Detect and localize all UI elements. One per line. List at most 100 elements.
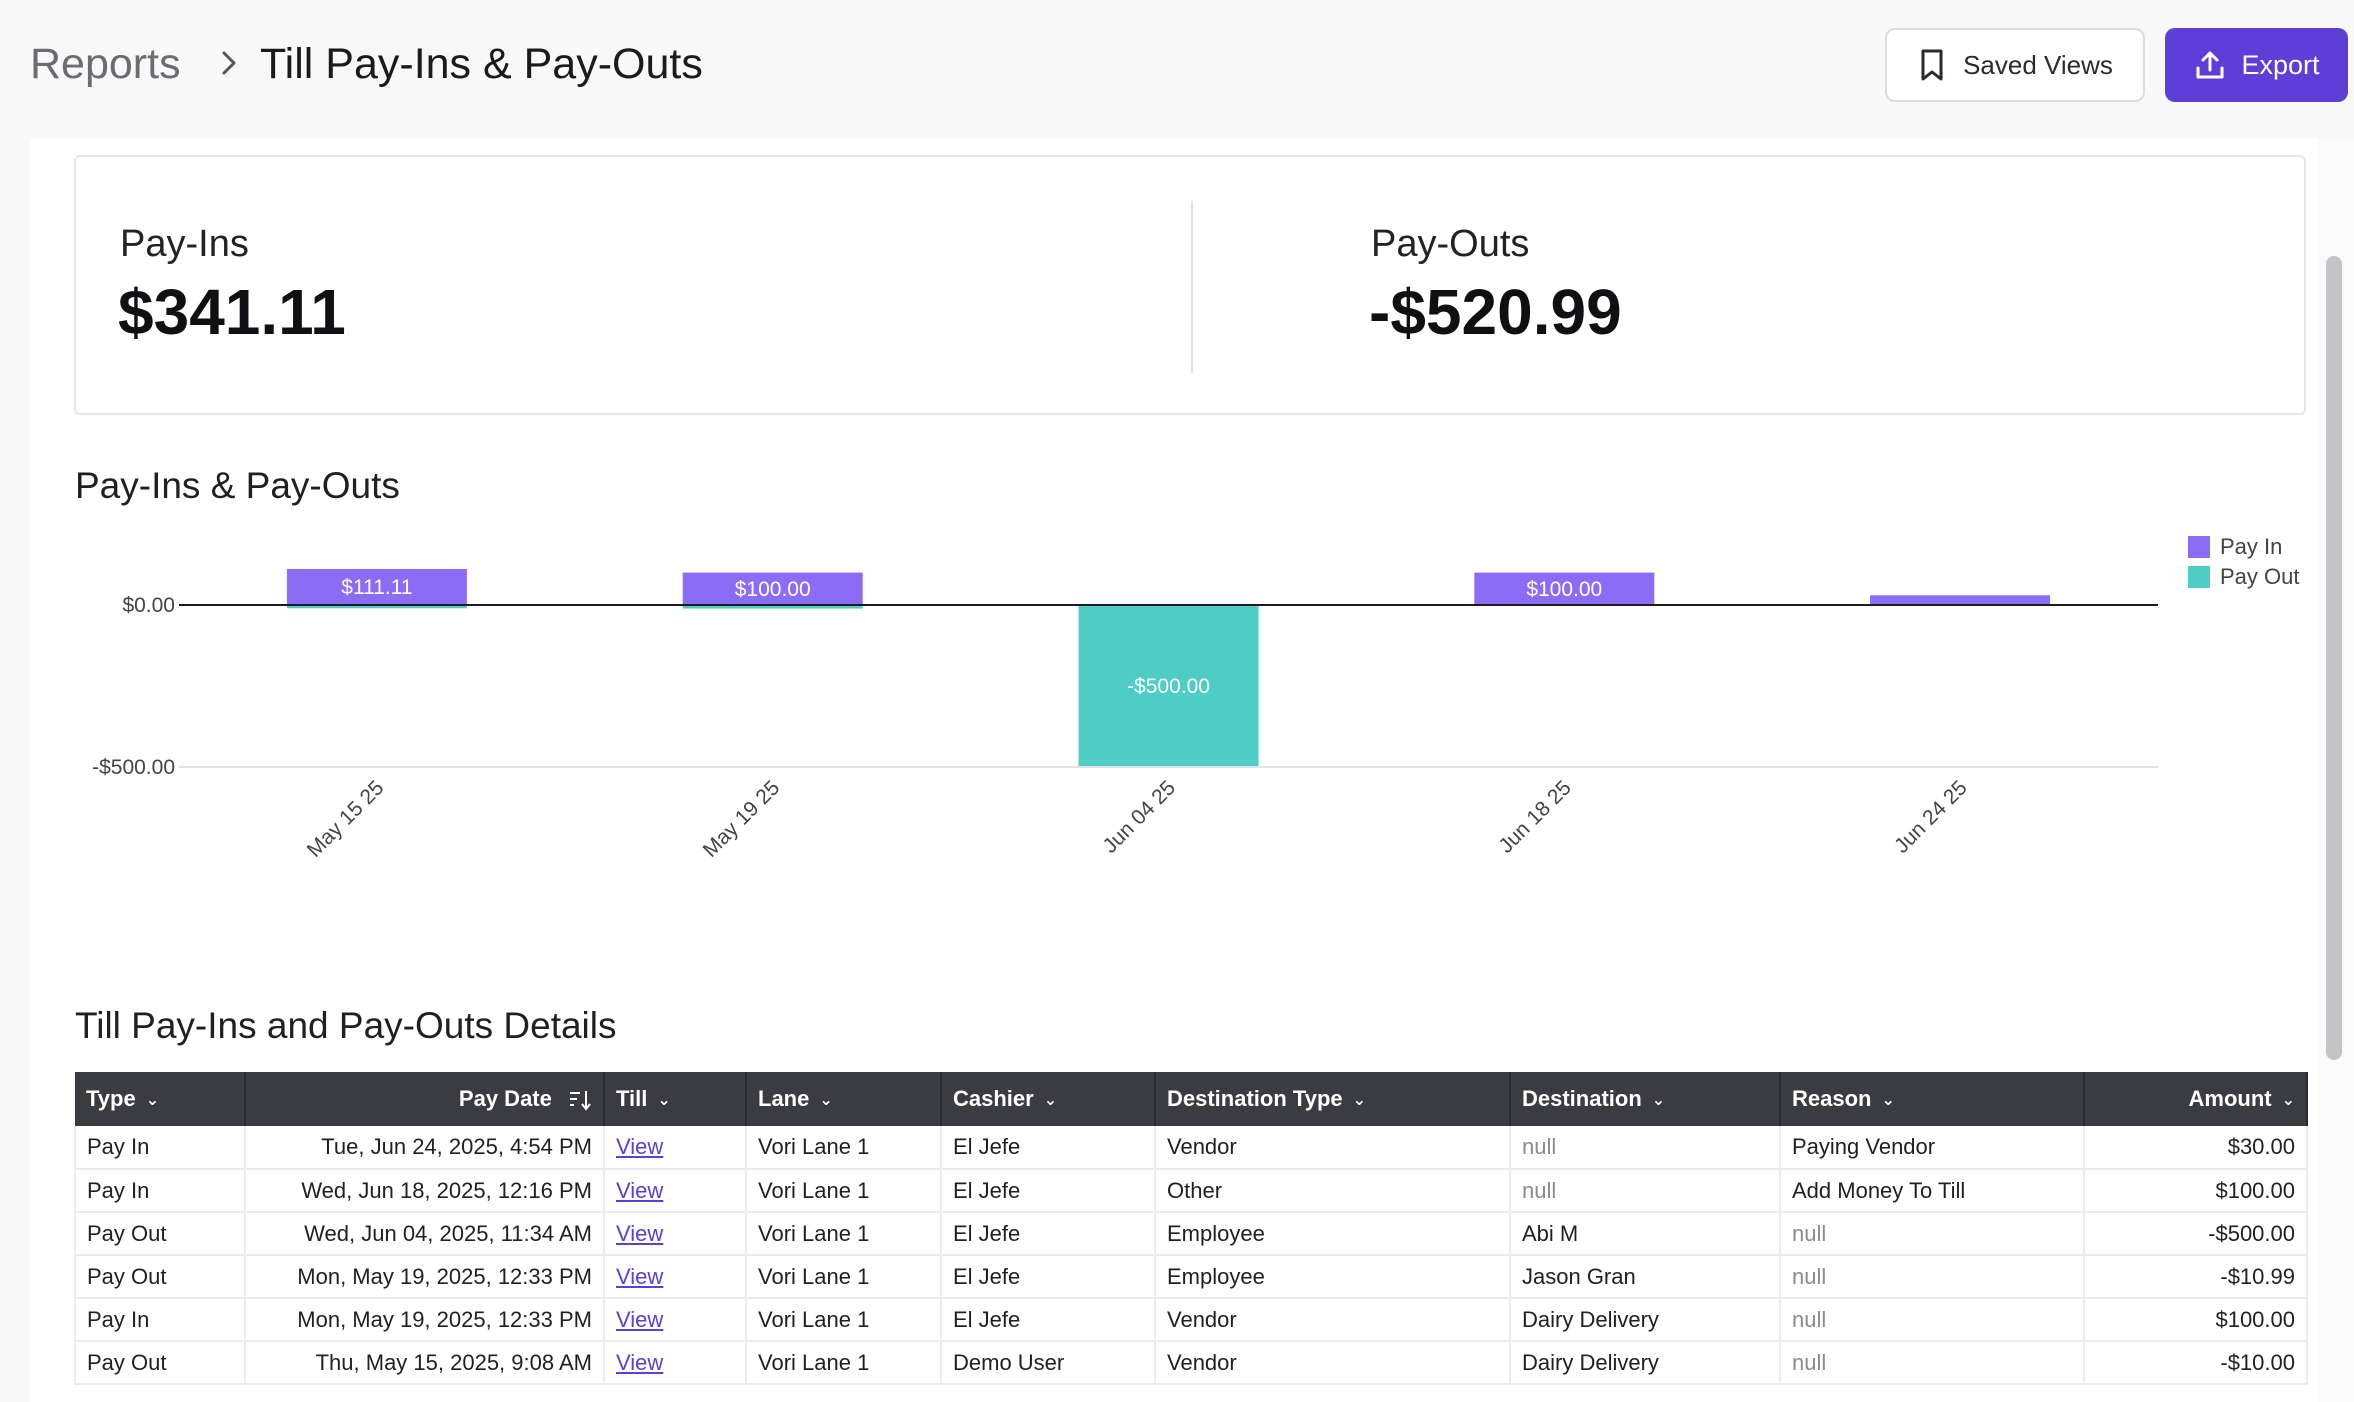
- legend-label-pay-out: Pay Out: [2220, 564, 2300, 589]
- pay-ins-label: Pay-Ins: [120, 223, 249, 265]
- type-cell: Pay Out: [75, 1212, 246, 1256]
- bar-data-label: $111.11: [341, 576, 412, 599]
- chevron-down-icon[interactable]: ⌄: [145, 1092, 160, 1110]
- chevron-down-icon[interactable]: ⌄: [1043, 1092, 1058, 1110]
- reason-cell: null: [1780, 1212, 2085, 1256]
- column-header-label: Cashier: [953, 1086, 1034, 1111]
- chevron-down-icon[interactable]: ⌄: [1651, 1092, 1666, 1110]
- pay-in-bar: [1474, 572, 1655, 605]
- table-row: Pay In Mon, May 19, 2025, 12:33 PM View Vor…: [75, 1298, 2308, 1342]
- table-row: Pay Out Mon, May 19, 2025, 12:33 PM View Vo…: [75, 1255, 2308, 1299]
- bar-data-label: -$500.00: [1127, 675, 1210, 698]
- amount-cell: $30.00: [2084, 1126, 2308, 1170]
- saved-views-button[interactable]: Saved Views: [1885, 28, 2145, 102]
- column-header-cashier[interactable]: Cashier ⌄: [941, 1072, 1156, 1126]
- view-till-link[interactable]: View: [616, 1220, 664, 1246]
- type-cell: Pay In: [75, 1126, 246, 1170]
- table-row: Pay Out Thu, May 15, 2025, 9:08 AM View Vor…: [75, 1341, 2308, 1385]
- cashier-cell: El Jefe: [941, 1255, 1156, 1299]
- chevron-down-icon[interactable]: ⌄: [1881, 1092, 1895, 1110]
- view-till-link[interactable]: View: [616, 1263, 664, 1289]
- amount-cell: -$10.99: [2084, 1255, 2308, 1299]
- destination-type-cell: Employee: [1155, 1255, 1511, 1299]
- pay-date-cell: Thu, May 15, 2025, 9:08 AM: [245, 1341, 605, 1385]
- type-cell: Pay In: [75, 1169, 246, 1213]
- column-header-label: Amount: [2188, 1086, 2272, 1111]
- column-header-label: Type: [86, 1086, 136, 1111]
- chart-title: Pay-Ins & Pay-Outs: [75, 465, 400, 506]
- chevron-right-icon: [222, 51, 236, 75]
- breadcrumb-reports[interactable]: Reports: [30, 40, 181, 88]
- scrollbar-thumb[interactable]: [2326, 256, 2342, 1060]
- column-header-till[interactable]: Till ⌄: [604, 1072, 747, 1126]
- view-till-link[interactable]: View: [616, 1134, 664, 1159]
- x-tick-label: May 19 25: [699, 776, 785, 862]
- chart-legend: Pay In Pay Out: [2188, 532, 2299, 592]
- cashier-cell: El Jefe: [941, 1126, 1156, 1170]
- destination-type-cell: Other: [1155, 1169, 1511, 1213]
- view-till-link[interactable]: View: [616, 1306, 664, 1332]
- column-header-label: Pay Date: [458, 1086, 552, 1111]
- cashier-cell: El Jefe: [941, 1169, 1156, 1213]
- column-header-destination[interactable]: Destination ⌄: [1510, 1072, 1781, 1126]
- pay-date-cell: Tue, Jun 24, 2025, 4:54 PM: [245, 1126, 605, 1170]
- column-header-pay-date[interactable]: Pay Date: [245, 1072, 605, 1126]
- legend-item-pay-in[interactable]: Pay In: [2188, 532, 2299, 562]
- details-table: Type ⌄ Pay Date Till ⌄ Lane ⌄ Cashier ⌄ De: [74, 1072, 2308, 1385]
- column-header-amount[interactable]: Amount ⌄: [2084, 1072, 2308, 1126]
- pay-in-bar: [682, 572, 863, 605]
- chevron-down-icon[interactable]: ⌄: [657, 1092, 671, 1110]
- export-button[interactable]: Export: [2165, 28, 2348, 102]
- column-header-label: Destination: [1522, 1086, 1642, 1111]
- column-header-lane[interactable]: Lane ⌄: [746, 1072, 942, 1126]
- saved-views-label: Saved Views: [1963, 49, 2113, 80]
- cashier-cell: Demo User: [941, 1341, 1156, 1385]
- destination-type-cell: Vendor: [1155, 1341, 1511, 1385]
- y-tick-label: $0.00: [122, 594, 175, 617]
- column-header-label: Reason: [1792, 1086, 1872, 1111]
- bar-data-label: $100.00: [1526, 578, 1602, 601]
- till-cell: View: [604, 1298, 747, 1342]
- summary-stats-card: Pay-Ins $341.11 Pay-Outs -$520.99: [74, 155, 2306, 415]
- table-header-row: Type ⌄ Pay Date Till ⌄ Lane ⌄ Cashier ⌄ De: [75, 1072, 2308, 1126]
- chevron-down-icon[interactable]: ⌄: [819, 1092, 833, 1110]
- x-tick-label: May 15 25: [303, 776, 389, 862]
- pay-date-cell: Mon, May 19, 2025, 12:33 PM: [245, 1298, 605, 1342]
- page-title: Till Pay-Ins & Pay-Outs: [260, 40, 703, 88]
- pay-outs-label: Pay-Outs: [1371, 223, 1530, 265]
- details-table-title: Till Pay-Ins and Pay-Outs Details: [75, 1005, 617, 1046]
- view-till-link[interactable]: View: [616, 1349, 664, 1375]
- type-cell: Pay Out: [75, 1255, 246, 1299]
- x-tick-label: Jun 18 25: [1494, 776, 1575, 857]
- pay-in-bar: [1870, 595, 2051, 605]
- chevron-down-icon[interactable]: ⌄: [1352, 1092, 1367, 1110]
- pay-out-bar: [1078, 605, 1259, 767]
- legend-swatch-pay-in: [2188, 536, 2210, 558]
- type-cell: Pay Out: [75, 1341, 246, 1385]
- reason-cell: null: [1780, 1298, 2085, 1342]
- column-header-type[interactable]: Type ⌄: [75, 1072, 246, 1126]
- table-row: Pay In Tue, Jun 24, 2025, 4:54 PM View Vori…: [75, 1126, 2308, 1170]
- legend-item-pay-out[interactable]: Pay Out: [2188, 562, 2299, 592]
- column-header-destination-type[interactable]: Destination Type ⌄: [1155, 1072, 1511, 1126]
- pay-in-bar: [286, 569, 467, 605]
- column-header-label: Lane: [758, 1086, 810, 1111]
- amount-cell: $100.00: [2084, 1298, 2308, 1342]
- lane-cell: Vori Lane 1: [746, 1169, 942, 1213]
- destination-type-cell: Employee: [1155, 1212, 1511, 1256]
- pay-ins-pay-outs-chart: $111.11 $100.00 -$500.00 $100.00 $0.00 -$500.…: [92, 569, 2158, 862]
- destination-type-cell: Vendor: [1155, 1298, 1511, 1342]
- column-header-reason[interactable]: Reason ⌄: [1780, 1072, 2085, 1126]
- column-header-label: Destination Type: [1167, 1086, 1343, 1111]
- reason-cell: Paying Vendor: [1780, 1126, 2085, 1170]
- export-label: Export: [2241, 49, 2320, 80]
- destination-type-cell: Vendor: [1155, 1126, 1511, 1170]
- view-till-link[interactable]: View: [616, 1177, 664, 1203]
- sort-descending-icon[interactable]: [568, 1089, 592, 1111]
- x-tick-label: Jun 04 25: [1099, 776, 1180, 857]
- destination-cell: null: [1510, 1169, 1781, 1213]
- lane-cell: Vori Lane 1: [746, 1255, 942, 1299]
- pay-date-cell: Mon, May 19, 2025, 12:33 PM: [245, 1255, 605, 1299]
- chevron-down-icon[interactable]: ⌄: [2281, 1092, 2295, 1110]
